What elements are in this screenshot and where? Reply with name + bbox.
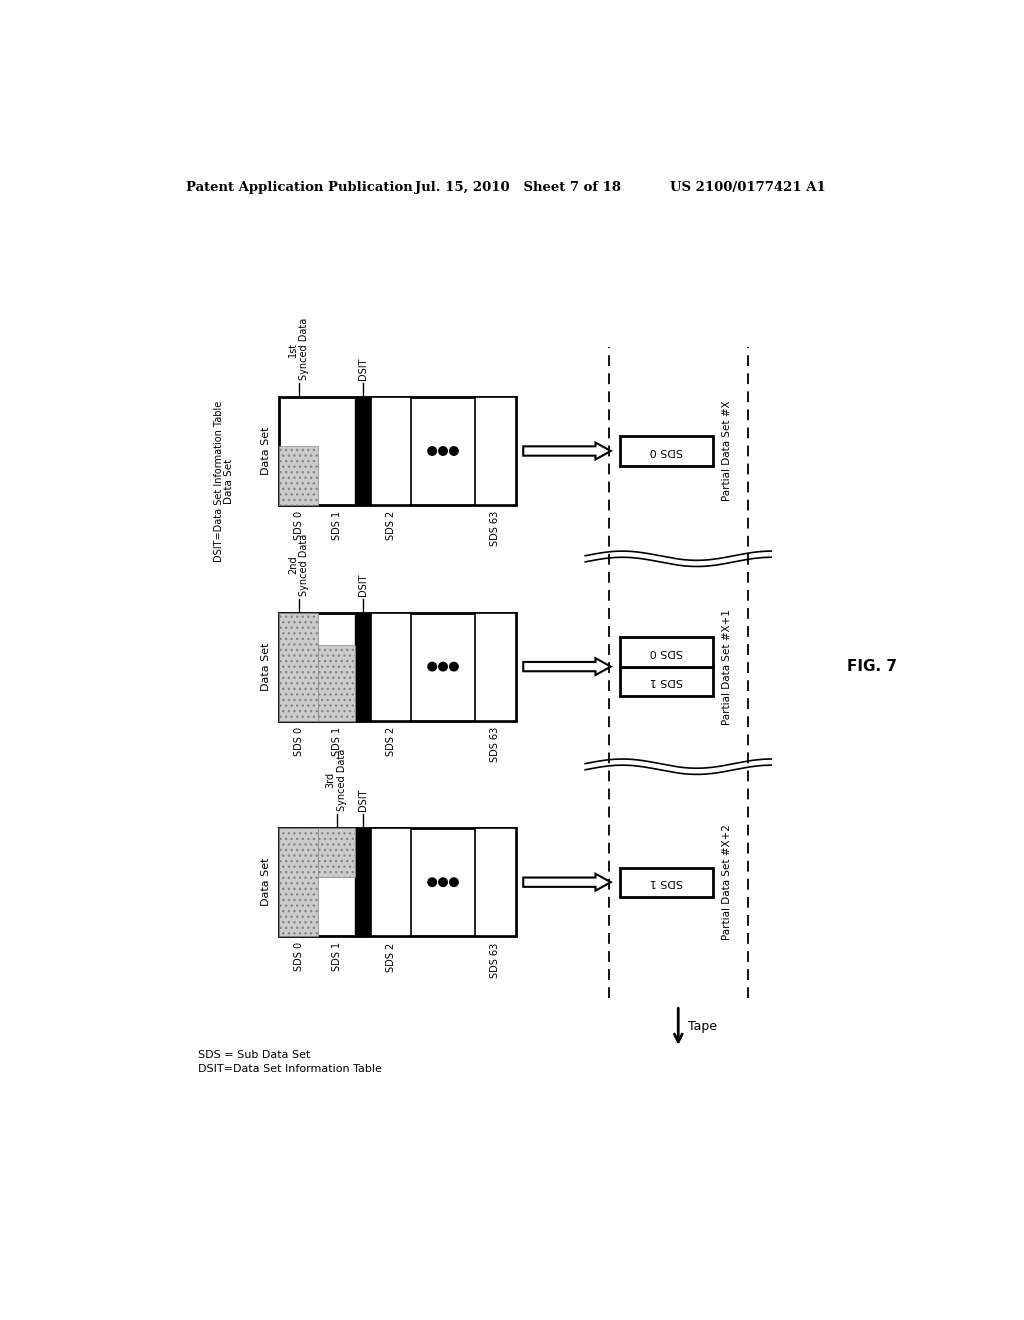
Circle shape	[438, 878, 447, 887]
Text: SDS 2: SDS 2	[386, 726, 396, 756]
Circle shape	[450, 878, 458, 887]
Text: Tape: Tape	[687, 1020, 717, 1034]
Text: Partial Data Set #X+2: Partial Data Set #X+2	[722, 824, 732, 940]
Text: DSIT=Data Set Information Table: DSIT=Data Set Information Table	[198, 1064, 382, 1074]
Bar	[621, 638, 713, 667]
Text: 3rd
Synced Data: 3rd Synced Data	[326, 750, 347, 812]
Bar	[280, 446, 318, 506]
Bar	[355, 397, 371, 506]
Text: Data Set: Data Set	[261, 643, 271, 690]
Text: SDS 0: SDS 0	[650, 446, 683, 455]
Bar	[371, 829, 412, 936]
Polygon shape	[523, 874, 611, 891]
Text: Patent Application Publication: Patent Application Publication	[186, 181, 413, 194]
Text: SDS 0: SDS 0	[294, 726, 303, 756]
Text: SDS 2: SDS 2	[386, 942, 396, 972]
Bar	[280, 612, 515, 721]
Circle shape	[450, 663, 458, 671]
Text: Data Set: Data Set	[261, 858, 271, 907]
Text: Jul. 15, 2010   Sheet 7 of 18: Jul. 15, 2010 Sheet 7 of 18	[415, 181, 621, 194]
Polygon shape	[523, 659, 611, 675]
Text: DSIT: DSIT	[357, 358, 368, 380]
Circle shape	[428, 446, 436, 455]
Bar	[280, 612, 318, 721]
Text: DSIT=Data Set Information Table: DSIT=Data Set Information Table	[214, 401, 224, 562]
Text: Partial Data Set #X: Partial Data Set #X	[722, 401, 732, 502]
Bar	[621, 667, 713, 696]
Text: SDS = Sub Data Set: SDS = Sub Data Set	[198, 1051, 310, 1060]
Bar	[475, 612, 515, 721]
Circle shape	[450, 446, 458, 455]
Text: DSIT: DSIT	[357, 573, 368, 595]
Text: SDS 1: SDS 1	[332, 942, 342, 972]
Bar	[355, 612, 371, 721]
Bar	[280, 829, 515, 936]
Bar	[355, 829, 371, 936]
Text: SDS 1: SDS 1	[650, 878, 683, 887]
Text: SDS 0: SDS 0	[294, 511, 303, 540]
Text: SDS 0: SDS 0	[294, 942, 303, 972]
Bar	[621, 437, 713, 466]
Circle shape	[438, 663, 447, 671]
Bar	[475, 829, 515, 936]
Text: US 2100/0177421 A1: US 2100/0177421 A1	[671, 181, 826, 194]
Bar	[371, 397, 412, 506]
Circle shape	[428, 878, 436, 887]
Bar	[280, 829, 318, 936]
Text: SDS 1: SDS 1	[650, 676, 683, 686]
Text: SDS 63: SDS 63	[490, 726, 500, 762]
Bar	[318, 645, 355, 721]
Text: 2nd
Synced Data: 2nd Synced Data	[288, 533, 309, 595]
Text: 1st
Synced Data: 1st Synced Data	[288, 318, 309, 380]
Text: Data Set: Data Set	[261, 426, 271, 475]
Text: Partial Data Set #X+1: Partial Data Set #X+1	[722, 609, 732, 725]
Bar	[621, 867, 713, 896]
Circle shape	[438, 446, 447, 455]
Text: FIG. 7: FIG. 7	[847, 659, 897, 675]
Text: Data Set: Data Set	[224, 459, 233, 504]
Text: DSIT: DSIT	[357, 789, 368, 812]
Polygon shape	[523, 442, 611, 459]
Text: SDS 1: SDS 1	[332, 511, 342, 540]
Bar	[318, 829, 355, 876]
Bar	[371, 612, 412, 721]
Text: SDS 2: SDS 2	[386, 511, 396, 540]
Bar	[280, 397, 515, 506]
Text: SDS 63: SDS 63	[490, 511, 500, 546]
Text: SDS 63: SDS 63	[490, 942, 500, 978]
Text: SDS 0: SDS 0	[650, 647, 683, 657]
Text: SDS 1: SDS 1	[332, 726, 342, 756]
Bar	[475, 397, 515, 506]
Circle shape	[428, 663, 436, 671]
